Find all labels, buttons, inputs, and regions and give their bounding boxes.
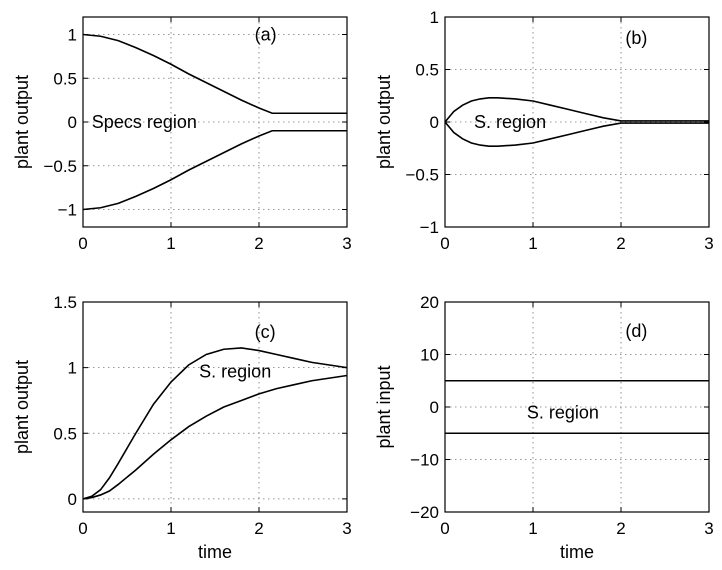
series-line-1 xyxy=(82,33,347,115)
y-tick-label: 0 xyxy=(430,398,439,417)
y-axis-label: plant input xyxy=(374,365,394,448)
subplot-c: 0 1 2 3 0 0.5 1 1.5 (c) S. region plant output time xyxy=(12,293,352,562)
x-tick-label: 1 xyxy=(528,519,537,538)
x-tick-label: 2 xyxy=(616,234,625,253)
y-tick-label: 20 xyxy=(420,293,439,312)
y-tick-label: 1 xyxy=(430,8,439,27)
x-axis-label: time xyxy=(198,542,232,562)
x-tick-label: 2 xyxy=(254,234,263,253)
y-tick-label: −20 xyxy=(410,503,439,522)
axes-frame xyxy=(82,301,348,513)
series-line-1 xyxy=(82,347,348,500)
region-label: S. region xyxy=(527,402,599,422)
x-tick-label: 0 xyxy=(78,519,87,538)
y-axis-label: plant output xyxy=(12,75,32,169)
x-tick-label: 1 xyxy=(528,234,537,253)
y-tick-label: −1 xyxy=(420,218,439,237)
y-tick-label: 0.5 xyxy=(53,69,77,88)
y-tick-label: 0 xyxy=(68,113,77,132)
region-label: Specs region xyxy=(92,112,197,132)
y-axis-label: plant output xyxy=(374,75,394,169)
x-tick-label: 0 xyxy=(78,234,87,253)
series-line-2 xyxy=(82,129,347,211)
x-tick-label: 2 xyxy=(254,519,263,538)
y-tick-label: 0 xyxy=(430,113,439,132)
series-line-2 xyxy=(444,121,709,147)
x-axis-label: time xyxy=(560,542,594,562)
x-tick-label: 3 xyxy=(342,234,351,253)
x-tick-label: 0 xyxy=(440,519,449,538)
x-tick-label: 2 xyxy=(616,519,625,538)
y-axis-label: plant output xyxy=(12,360,32,454)
x-tick-label: 0 xyxy=(440,234,449,253)
y-tick-label: 0.5 xyxy=(53,424,77,443)
y-tick-label: −10 xyxy=(410,451,439,470)
subplot-b: 0 1 2 3 −1 −0.5 0 0.5 1 (b) S. region plant output xyxy=(374,8,714,253)
region-label: S. region xyxy=(474,112,546,132)
series-line-1 xyxy=(444,97,709,123)
x-tick-label: 3 xyxy=(704,519,713,538)
y-tick-label: 1 xyxy=(68,26,77,45)
subplot-annotation: (d) xyxy=(625,321,647,341)
y-tick-label: 1 xyxy=(68,359,77,378)
subplot-annotation: (b) xyxy=(625,28,647,48)
subplot-d: 0 1 2 3 −20 −10 0 10 20 (d) S. region plant input ti… xyxy=(374,293,714,562)
x-tick-label: 3 xyxy=(704,234,713,253)
region-label: S. region xyxy=(199,362,271,382)
subplot-annotation: (c) xyxy=(255,322,276,342)
x-tick-label: 1 xyxy=(166,234,175,253)
y-tick-label: −0.5 xyxy=(43,157,77,176)
subplot-annotation: (a) xyxy=(255,25,277,45)
y-tick-label: 10 xyxy=(420,346,439,365)
x-tick-label: 3 xyxy=(342,519,351,538)
y-tick-label: −1 xyxy=(58,201,77,220)
y-tick-label: −0.5 xyxy=(405,166,439,185)
y-tick-label: 0 xyxy=(68,490,77,509)
y-tick-label: 0.5 xyxy=(415,61,439,80)
series-line-2 xyxy=(82,374,348,500)
subplot-a: 0 1 2 3 −1 −0.5 0 0.5 1 (a) Specs region plant outp… xyxy=(12,16,352,253)
x-tick-label: 1 xyxy=(166,519,175,538)
y-tick-label: 1.5 xyxy=(53,293,77,312)
